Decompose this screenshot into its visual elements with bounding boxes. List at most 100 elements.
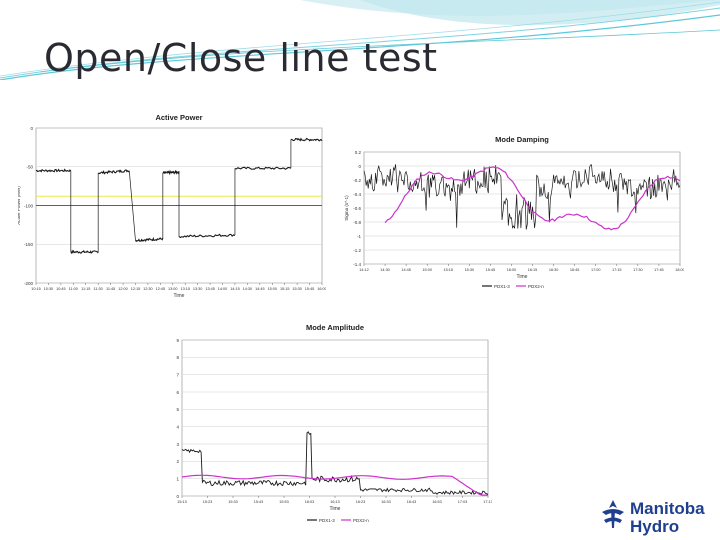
- mode-amplitude-xtick-1: 15:23: [203, 500, 213, 504]
- active-power-xtick-3: 11:00: [69, 287, 78, 291]
- active-power-segment-3: [135, 236, 164, 243]
- active-power-ytick-4: -200: [24, 281, 34, 286]
- slide-title: Open/Close line test: [44, 36, 438, 80]
- active-power-ytick-0: 0: [30, 126, 33, 131]
- manitoba-hydro-logo-icon: [602, 500, 624, 528]
- mode-damping-ylabel: Sigma (s^-1): [344, 195, 349, 221]
- mode-amplitude-ytick-0: 9: [176, 338, 179, 343]
- active-power-segment-5: [178, 233, 236, 239]
- mode-damping-chart: Mode Damping 0.2 0 -0.2 -0.4 -0.6 -0.8 -1 -1.2 -1…: [338, 130, 684, 300]
- mode-amplitude-ytick-2: 7: [176, 372, 179, 377]
- mode-damping-xtick-6: 15:45: [486, 268, 496, 272]
- mode-damping-series-pdx1-3: [363, 164, 681, 230]
- mode-damping-xtick-3: 15:00: [422, 268, 432, 272]
- active-power-ylabel: Active Power (MW): [18, 186, 21, 225]
- mode-damping-xtick-15: 18:00: [675, 268, 684, 272]
- mode-amplitude-xtick-4: 15:53: [279, 500, 289, 504]
- mode-damping-xtick-4: 15:15: [444, 268, 454, 272]
- header-swoosh: [0, 0, 720, 80]
- active-power-xtick-10: 12:45: [156, 287, 166, 291]
- mode-damping-legend-label-0: PDX1-3: [494, 284, 510, 289]
- active-power-segment-2: [98, 169, 130, 175]
- mode-amplitude-ytick-7: 2: [176, 459, 179, 464]
- mode-damping-series-pdx2-n: [384, 166, 681, 231]
- mode-damping-xtick-0: 14:12: [359, 268, 369, 272]
- mode-amplitude-series-pdx2-n: [181, 474, 488, 496]
- mode-amplitude-ytick-5: 4: [176, 424, 179, 429]
- mode-damping-legend-label-1: PDX2-n: [528, 284, 544, 289]
- active-power-chart: Active Power 0 -50 -100 -150 -200 10:15 10:30 10…: [18, 108, 326, 298]
- active-power-segment-1: [70, 249, 99, 255]
- company-logo: Manitoba Hydro: [596, 494, 720, 540]
- mode-damping-ytick-7: -1.2: [353, 248, 361, 253]
- active-power-xtick-20: 15:15: [280, 287, 290, 291]
- mode-amplitude-title: Mode Amplitude: [306, 323, 364, 332]
- mode-amplitude-legend-label-1: PDX2-n: [353, 518, 369, 523]
- active-power-xtick-11: 13:00: [168, 287, 178, 291]
- mode-damping-xtick-2: 14:45: [401, 268, 411, 272]
- mode-amplitude-xtick-6: 16:13: [330, 500, 340, 504]
- active-power-xtick-9: 12:30: [143, 287, 153, 291]
- mode-amplitude-series-pdx1-3: [181, 431, 489, 496]
- active-power-xtick-5: 11:30: [94, 287, 103, 291]
- mode-amplitude-ytick-8: 1: [176, 476, 179, 481]
- active-power-ytick-2: -100: [24, 203, 34, 208]
- active-power-title: Active Power: [155, 113, 202, 122]
- mode-amplitude-xlabel: Time: [330, 506, 341, 512]
- mode-damping-svg: Mode Damping 0.2 0 -0.2 -0.4 -0.6 -0.8 -1 -1.2 -1…: [344, 135, 684, 289]
- mode-damping-ytick-0: 0.2: [355, 150, 362, 155]
- mode-damping-xtick-10: 16:45: [570, 268, 580, 272]
- mode-amplitude-plot-area: [181, 339, 489, 497]
- logo-text-line1: Manitoba: [630, 499, 705, 518]
- active-power-xtick-12: 13:15: [180, 287, 190, 291]
- mode-amplitude-ytick-3: 6: [176, 390, 179, 395]
- mode-damping-xtick-7: 16:00: [507, 268, 517, 272]
- mode-damping-xtick-1: 14:30: [380, 268, 390, 272]
- mode-amplitude-ytick-9: 0: [176, 494, 179, 499]
- active-power-xtick-4: 11:15: [81, 287, 90, 291]
- mode-amplitude-ytick-4: 5: [176, 407, 179, 412]
- mode-damping-xtick-14: 17:45: [654, 268, 664, 272]
- mode-damping-ytick-3: -0.4: [353, 192, 361, 197]
- active-power-xlabel: Time: [174, 293, 185, 298]
- active-power-segment-0: [35, 168, 72, 173]
- mode-damping-xtick-11: 17:00: [591, 268, 601, 272]
- active-power-xtick-14: 13:45: [205, 287, 215, 291]
- active-power-xtick-13: 13:30: [193, 287, 203, 291]
- mode-damping-xtick-12: 17:15: [612, 268, 622, 272]
- mode-amplitude-xtick-7: 16:23: [356, 500, 366, 504]
- mode-amplitude-xtick-12: 17:13: [483, 500, 492, 504]
- active-power-xtick-16: 14:15: [230, 287, 240, 291]
- active-power-xtick-18: 14:45: [255, 287, 265, 291]
- active-power-xtick-2: 10:45: [56, 287, 66, 291]
- mode-amplitude-xtick-2: 15:33: [228, 500, 238, 504]
- active-power-xtick-17: 14:30: [243, 287, 253, 291]
- mode-damping-ytick-8: -1.4: [353, 262, 361, 267]
- active-power-xtick-1: 10:30: [44, 287, 54, 291]
- active-power-xtick-19: 15:00: [268, 287, 278, 291]
- mode-amplitude-ytick-6: 3: [176, 442, 179, 447]
- active-power-xtick-23: 16:00: [317, 287, 326, 291]
- mode-damping-xtick-13: 17:30: [633, 268, 643, 272]
- mode-amplitude-ytick-1: 8: [176, 355, 179, 360]
- active-power-segment-6: [234, 166, 292, 170]
- mode-amplitude-xtick-9: 16:43: [407, 500, 417, 504]
- mode-damping-ytick-6: -1: [357, 234, 361, 239]
- mode-amplitude-svg: Mode Amplitude 9 8 7 6 5 4 3 2 1 015:13 15:23 15:33 1…: [176, 323, 492, 523]
- active-power-segment-4: [162, 169, 180, 176]
- active-power-xtick-0: 10:15: [31, 287, 41, 291]
- mode-amplitude-chart: Mode Amplitude 9 8 7 6 5 4 3 2 1 0 15:13 15:23 15:33 1…: [168, 318, 492, 530]
- active-power-xtick-6: 11:45: [106, 287, 115, 291]
- mode-damping-title: Mode Damping: [495, 135, 549, 144]
- mode-damping-xtick-9: 16:30: [549, 268, 559, 272]
- mode-damping-ytick-5: -0.8: [353, 220, 361, 225]
- mode-damping-ytick-4: -0.6: [353, 206, 361, 211]
- active-power-xtick-15: 14:00: [218, 287, 228, 291]
- active-power-xtick-21: 15:30: [292, 287, 302, 291]
- mode-damping-xtick-5: 15:30: [465, 268, 475, 272]
- active-power-xtick-8: 12:15: [131, 287, 141, 291]
- active-power-step-3: [128, 170, 136, 241]
- mode-amplitude-xtick-0: 15:13: [177, 500, 187, 504]
- mode-damping-xlabel: Time: [517, 274, 528, 280]
